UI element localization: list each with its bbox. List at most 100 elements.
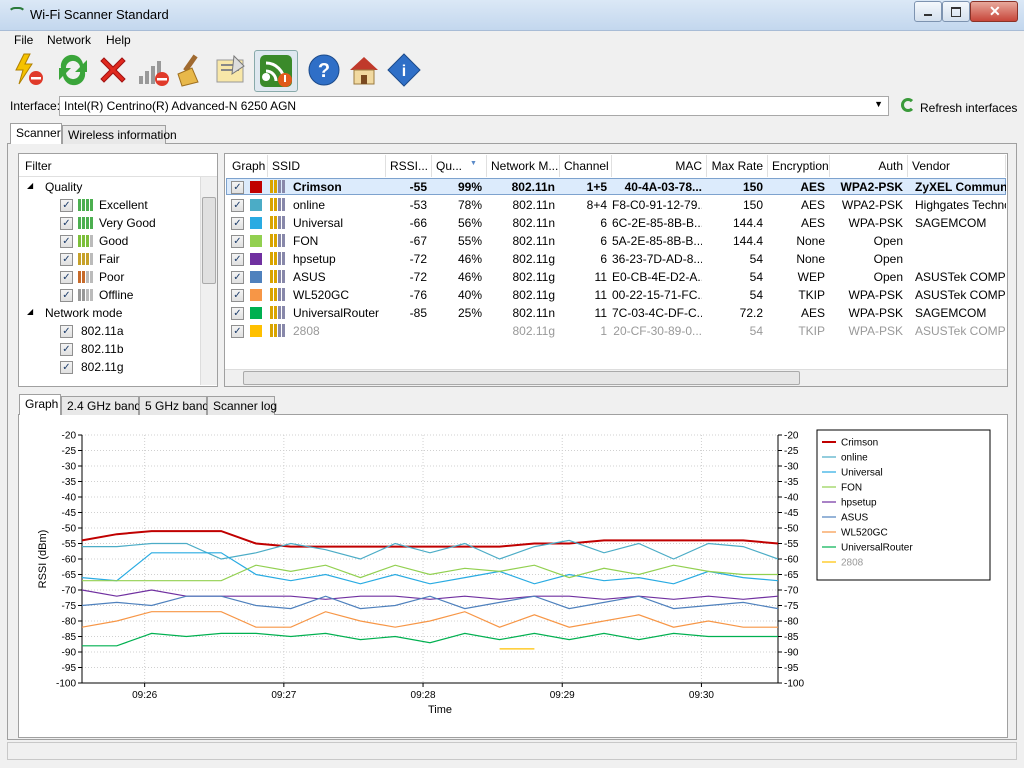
cell-encryption[interactable]: TKIP bbox=[798, 324, 825, 338]
cell-vendor[interactable]: ASUSTek COMPU bbox=[915, 288, 1006, 302]
cell-encryption[interactable]: None bbox=[796, 252, 825, 266]
filter-checkbox[interactable]: ✓ bbox=[60, 271, 73, 284]
table-hscrollbar[interactable] bbox=[225, 369, 1007, 386]
home-button[interactable] bbox=[346, 52, 382, 88]
about-button[interactable]: i bbox=[386, 52, 422, 88]
filter-item[interactable]: Fair bbox=[99, 252, 120, 266]
filter-item[interactable]: Poor bbox=[99, 270, 125, 284]
cell-channel[interactable]: 8+4 bbox=[586, 198, 607, 212]
cell-quality[interactable]: 78% bbox=[457, 198, 482, 212]
cell-vendor[interactable]: SAGEMCOM bbox=[915, 216, 987, 230]
filter-group[interactable]: Quality bbox=[45, 180, 83, 194]
cell-ssid[interactable]: Crimson bbox=[293, 180, 342, 194]
cell-auth[interactable]: Open bbox=[873, 252, 903, 266]
cell-auth[interactable]: WPA-PSK bbox=[848, 306, 903, 320]
cell-rate[interactable]: 144.4 bbox=[732, 216, 763, 230]
cell-rssi[interactable]: -72 bbox=[409, 252, 427, 266]
row-checkbox[interactable]: ✓ bbox=[231, 181, 244, 194]
cell-ssid[interactable]: UniversalRouter bbox=[293, 306, 380, 320]
filter-scrollbar[interactable] bbox=[200, 177, 217, 385]
cell-encryption[interactable]: TKIP bbox=[798, 288, 825, 302]
cell-mode[interactable]: 802.11g bbox=[512, 288, 556, 302]
cell-quality[interactable]: 99% bbox=[457, 180, 482, 194]
cell-mac[interactable]: F8-C0-91-12-79... bbox=[612, 198, 702, 212]
filter-checkbox[interactable]: ✓ bbox=[60, 199, 73, 212]
row-checkbox[interactable]: ✓ bbox=[231, 271, 244, 284]
column-header[interactable]: Graph bbox=[228, 155, 268, 177]
cell-quality[interactable]: 56% bbox=[457, 216, 482, 230]
filter-checkbox[interactable]: ✓ bbox=[60, 325, 73, 338]
tab[interactable]: Wireless information bbox=[62, 125, 177, 144]
monitor-toggle[interactable] bbox=[254, 50, 298, 92]
cell-mac[interactable]: 5A-2E-85-8B-B... bbox=[612, 234, 702, 248]
refresh-interfaces[interactable]: Refresh interfaces bbox=[920, 101, 1018, 115]
cell-auth[interactable]: WPA-PSK bbox=[848, 324, 903, 338]
filter-group[interactable]: Network mode bbox=[45, 306, 123, 320]
stop-button[interactable] bbox=[95, 52, 131, 88]
column-header[interactable]: Vendor bbox=[908, 155, 1006, 177]
row-checkbox[interactable]: ✓ bbox=[231, 217, 244, 230]
menu-item[interactable]: File bbox=[14, 33, 34, 47]
cell-encryption[interactable]: AES bbox=[800, 306, 825, 320]
cell-channel[interactable]: 6 bbox=[600, 216, 607, 230]
minimize-button[interactable] bbox=[914, 1, 942, 22]
cell-auth[interactable]: WPA-PSK bbox=[848, 216, 903, 230]
cell-vendor[interactable]: ASUSTek COMPU bbox=[915, 324, 1006, 338]
column-header[interactable]: RSSI... bbox=[386, 155, 432, 177]
cell-encryption[interactable]: AES bbox=[800, 198, 825, 212]
filter-item[interactable]: Very Good bbox=[99, 216, 156, 230]
column-header[interactable]: MAC bbox=[612, 155, 707, 177]
cell-mode[interactable]: 802.11g bbox=[512, 270, 556, 284]
cell-mode[interactable]: 802.11n bbox=[511, 180, 555, 194]
tab-active[interactable]: Scanner bbox=[10, 123, 62, 144]
cell-mac[interactable]: 7C-03-4C-DF-C... bbox=[612, 306, 702, 320]
cell-mac[interactable]: 20-CF-30-89-0... bbox=[613, 324, 702, 338]
filter-item[interactable]: Excellent bbox=[99, 198, 148, 212]
refresh-button[interactable] bbox=[55, 52, 91, 88]
cell-ssid[interactable]: online bbox=[293, 198, 326, 212]
cell-channel[interactable]: 11 bbox=[594, 288, 607, 302]
clear-button[interactable] bbox=[172, 52, 208, 88]
cell-channel[interactable]: 6 bbox=[600, 234, 607, 248]
column-header[interactable]: Qu... bbox=[432, 155, 487, 177]
cell-rssi[interactable]: -55 bbox=[409, 180, 427, 194]
cell-rate[interactable]: 54 bbox=[749, 270, 763, 284]
cell-ssid[interactable]: hpsetup bbox=[293, 252, 336, 266]
cell-mode[interactable]: 802.11n bbox=[512, 198, 556, 212]
notes-button[interactable] bbox=[212, 52, 248, 88]
cell-ssid[interactable]: 2808 bbox=[293, 324, 320, 338]
cell-channel[interactable]: 11 bbox=[594, 270, 607, 284]
column-header[interactable]: Auth bbox=[830, 155, 908, 177]
cell-channel[interactable]: 1 bbox=[600, 324, 607, 338]
filter-item[interactable]: 802.11g bbox=[81, 360, 124, 374]
disconnect-button[interactable] bbox=[10, 52, 46, 88]
cell-rate[interactable]: 144.4 bbox=[732, 234, 763, 248]
tab[interactable]: Scanner log bbox=[207, 396, 277, 415]
cell-rate[interactable]: 54 bbox=[749, 324, 763, 338]
row-checkbox[interactable]: ✓ bbox=[231, 325, 244, 338]
cell-vendor[interactable]: ZyXEL Commun bbox=[915, 180, 1006, 194]
cell-auth[interactable]: Open bbox=[873, 234, 903, 248]
signal-button[interactable] bbox=[135, 52, 171, 88]
column-header[interactable]: Max Rate bbox=[707, 155, 768, 177]
cell-rssi[interactable]: -72 bbox=[409, 270, 427, 284]
cell-encryption[interactable]: WEP bbox=[797, 270, 825, 284]
cell-mode[interactable]: 802.11n bbox=[512, 306, 556, 320]
cell-rate[interactable]: 54 bbox=[749, 252, 763, 266]
cell-mode[interactable]: 802.11g bbox=[512, 252, 556, 266]
tab[interactable]: 5 GHz band bbox=[139, 396, 209, 415]
cell-quality[interactable]: 46% bbox=[457, 252, 482, 266]
close-button[interactable]: ✕ bbox=[970, 1, 1018, 22]
cell-mac[interactable]: E0-CB-4E-D2-A... bbox=[612, 270, 702, 284]
row-checkbox[interactable]: ✓ bbox=[231, 289, 244, 302]
cell-rssi[interactable]: -67 bbox=[409, 234, 427, 248]
filter-checkbox[interactable]: ✓ bbox=[60, 217, 73, 230]
cell-vendor[interactable]: ASUSTek COMPU bbox=[915, 270, 1006, 284]
cell-mode[interactable]: 802.11n bbox=[512, 216, 556, 230]
maximize-button[interactable] bbox=[942, 1, 970, 22]
cell-rssi[interactable]: -53 bbox=[409, 198, 427, 212]
cell-ssid[interactable]: WL520GC bbox=[293, 288, 350, 302]
cell-ssid[interactable]: FON bbox=[293, 234, 319, 248]
filter-item[interactable]: Offline bbox=[99, 288, 134, 302]
column-header[interactable]: Encryption bbox=[768, 155, 830, 177]
